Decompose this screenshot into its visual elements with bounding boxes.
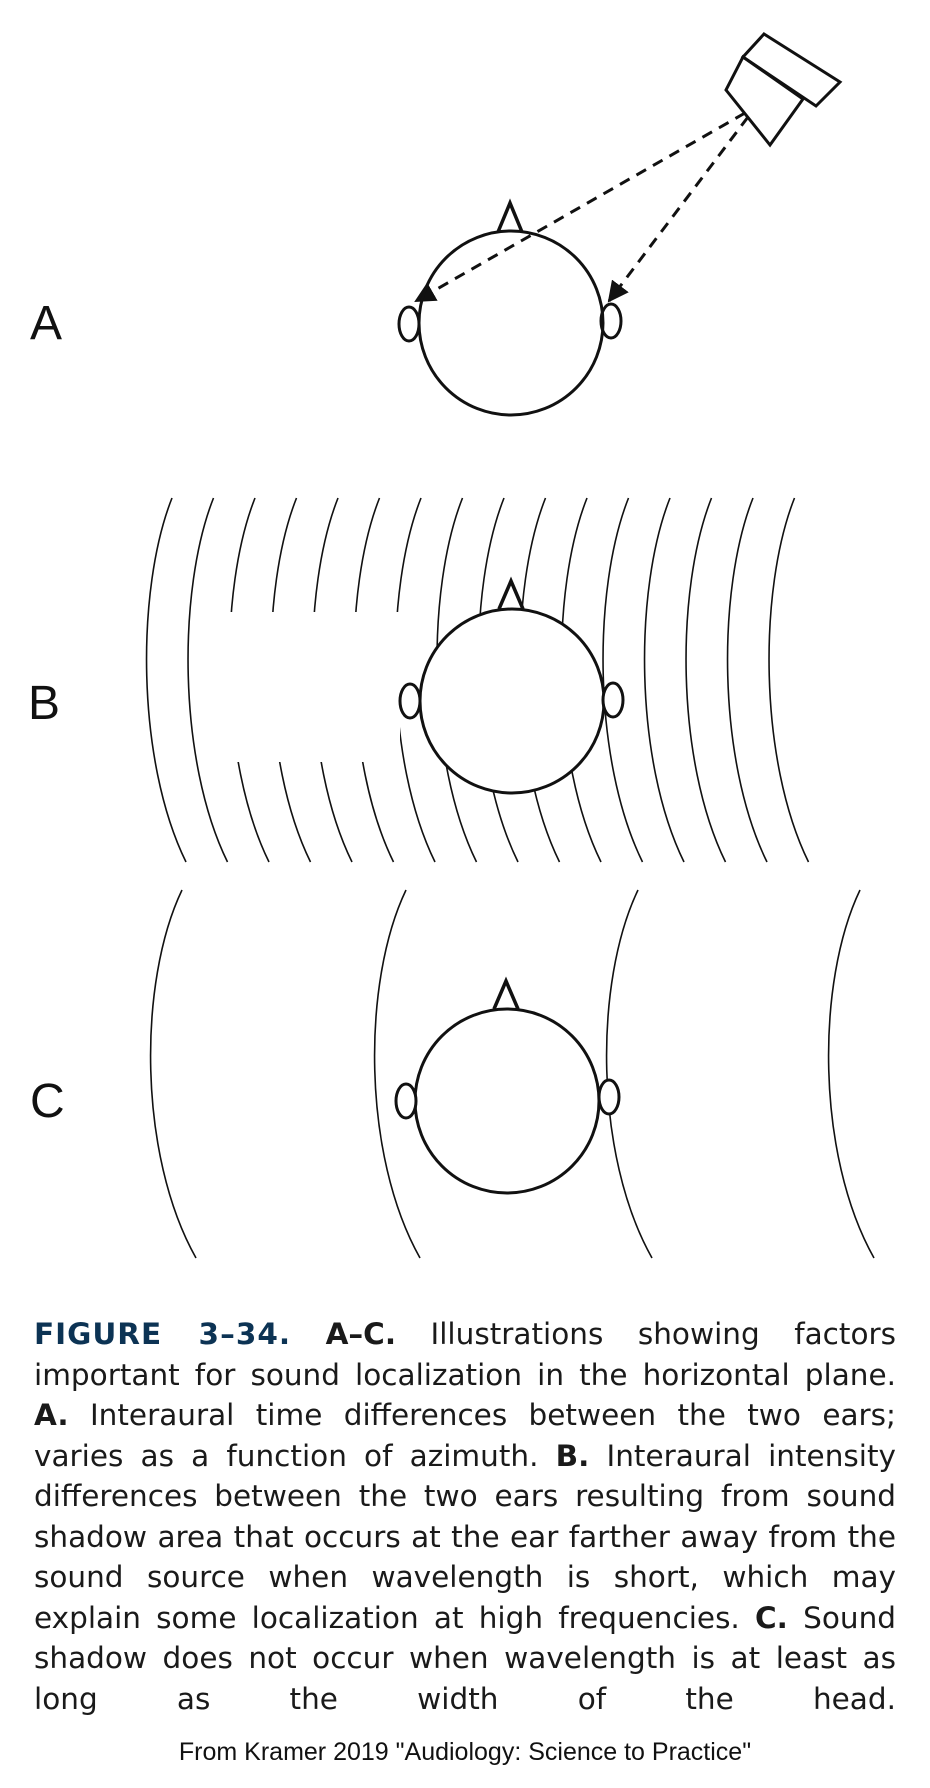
- right-ear: [599, 302, 623, 340]
- head-c: [394, 976, 621, 1195]
- caption-a-label: A.: [34, 1398, 69, 1432]
- wavefront-c-4: [827, 889, 875, 1259]
- wavefront-b-16: [768, 497, 810, 863]
- caption-b-label: B.: [555, 1438, 590, 1473]
- panel-a-diagram: [397, 32, 843, 417]
- head-b: [398, 576, 625, 795]
- loudspeaker-icon: [724, 32, 843, 148]
- right-ear: [597, 1078, 621, 1116]
- left-ear: [394, 1082, 418, 1120]
- wavefront-c-2: [373, 889, 421, 1259]
- left-ear: [398, 682, 422, 720]
- head-b-mask: [420, 609, 604, 793]
- wavefront-b-15: [726, 497, 768, 863]
- caption-c-label: C.: [755, 1600, 788, 1635]
- left-ear: [397, 305, 421, 343]
- wavefront-c-3: [605, 889, 653, 1259]
- wavefront-b-1: [145, 497, 187, 863]
- sound-path-near-ear: [607, 116, 750, 303]
- wavefront-c-1: [149, 889, 197, 1259]
- figure-illustration: [145, 32, 875, 1259]
- wavefront-b-2: [187, 497, 229, 863]
- short-wavefronts: [145, 497, 810, 863]
- wavefront-b-13: [643, 497, 685, 863]
- caption-range-label: A–C.: [325, 1317, 397, 1351]
- caption-c-text: Sound shadow does not occur when wavelen…: [34, 1600, 896, 1716]
- panel-label-c: C: [30, 1075, 65, 1128]
- head-a: [397, 198, 623, 417]
- source-credit: From Kramer 2019 "Audiology: Science to …: [178, 1738, 752, 1766]
- sound-path-far-ear: [414, 111, 746, 303]
- right-ear: [601, 681, 625, 719]
- figure-number: FIGURE 3–34.: [34, 1317, 292, 1351]
- wavefront-b-14: [685, 497, 727, 863]
- wavefront-b-12: [602, 497, 644, 863]
- figure-caption: FIGURE 3–34. A–C. Illustrations showing …: [34, 1314, 896, 1719]
- sound-shadow-area: [228, 612, 400, 762]
- caption-b-text: Interaural intensity differences between…: [34, 1438, 896, 1635]
- caption-intro: Illustrations showing factors important …: [34, 1317, 896, 1392]
- caption-a-text: Interaural time differences between the …: [34, 1398, 896, 1473]
- panel-label-b: B: [28, 677, 61, 730]
- panel-b-diagram: [145, 497, 810, 863]
- panel-c-diagram: [149, 889, 875, 1259]
- panel-label-a: A: [30, 297, 63, 350]
- long-wavefronts: [149, 889, 875, 1259]
